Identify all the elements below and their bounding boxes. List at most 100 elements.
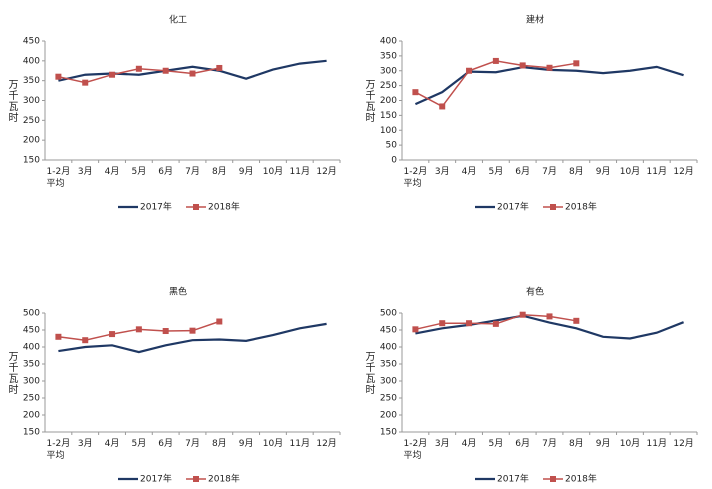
x-tick-label: 7月 <box>542 439 557 449</box>
x-tick-label: 11月 <box>289 439 310 449</box>
y-tick-label: 200 <box>380 96 397 106</box>
x-tick-label: 1-2月 平均 <box>403 439 428 461</box>
x-tick-label: 5月 <box>488 167 504 177</box>
y-tick-label: 150 <box>23 156 40 166</box>
marker <box>109 331 116 338</box>
marker <box>189 70 196 77</box>
legend-marker <box>550 204 556 210</box>
x-tick-label: 9月 <box>595 439 611 449</box>
marker <box>412 89 419 96</box>
x-tick-label: 8月 <box>211 439 227 449</box>
x-tick-label: 4月 <box>461 167 477 177</box>
x-tick-label: 10月 <box>262 167 284 177</box>
y-tick-label: 200 <box>380 411 397 421</box>
y-axis-title: 万千瓦时 <box>363 350 374 395</box>
marker <box>492 320 499 327</box>
legend-label: 2017年 <box>497 201 529 213</box>
y-tick-label: 350 <box>23 360 40 370</box>
x-tick-label: 8月 <box>568 167 584 177</box>
legend-marker <box>193 204 199 210</box>
y-tick-label: 250 <box>380 81 397 91</box>
x-tick-label: 10月 <box>619 439 641 449</box>
legend-label: 2017年 <box>497 473 529 485</box>
chart-title: 建材 <box>526 14 544 26</box>
x-tick-label: 11月 <box>289 167 310 177</box>
marker <box>573 317 580 324</box>
line-0 <box>414 65 684 106</box>
legend-label: 2018年 <box>208 473 240 485</box>
legend-marker <box>193 476 199 482</box>
marker <box>466 67 473 74</box>
legend-label: 2018年 <box>565 473 597 485</box>
x-tick-label: 7月 <box>542 167 557 177</box>
x-tick-label: 4月 <box>104 439 120 449</box>
y-tick-label: 400 <box>23 343 40 353</box>
chart-title: 有色 <box>526 286 544 298</box>
x-tick-label: 10月 <box>619 167 641 177</box>
y-axis-title: 万千瓦时 <box>6 78 17 123</box>
line-0 <box>58 59 327 82</box>
line-0 <box>415 314 684 340</box>
y-tick-label: 400 <box>23 56 40 66</box>
x-tick-label: 1-2月 平均 <box>403 167 428 189</box>
marker <box>216 318 223 325</box>
marker <box>216 64 223 71</box>
marker <box>162 328 169 335</box>
x-tick-label: 4月 <box>104 167 120 177</box>
marker <box>55 73 62 80</box>
marker <box>162 67 169 74</box>
marker <box>466 320 473 327</box>
legend-label: 2018年 <box>565 201 597 213</box>
y-tick-label: 100 <box>380 126 397 136</box>
y-axis-title: 万千瓦时 <box>363 78 374 123</box>
x-tick-label: 9月 <box>238 167 254 177</box>
y-tick-label: 200 <box>23 136 40 146</box>
legend-label: 2017年 <box>140 473 172 485</box>
x-tick-label: 6月 <box>158 167 174 177</box>
marker <box>439 320 446 327</box>
y-tick-label: 450 <box>23 326 40 336</box>
y-tick-label: 450 <box>380 326 397 336</box>
x-tick-label: 5月 <box>488 439 504 449</box>
x-tick-label: 8月 <box>568 439 584 449</box>
x-tick-label: 3月 <box>77 167 93 177</box>
y-tick-label: 250 <box>380 394 397 404</box>
x-tick-label: 1-2月 平均 <box>46 167 71 189</box>
y-tick-label: 300 <box>380 66 397 76</box>
x-tick-label: 12月 <box>316 167 337 177</box>
y-axis-title: 万千瓦时 <box>6 350 17 395</box>
y-tick-label: 150 <box>23 428 40 438</box>
x-tick-label: 3月 <box>434 167 450 177</box>
x-tick-label: 10月 <box>262 439 284 449</box>
y-tick-label: 500 <box>380 309 397 319</box>
x-tick-label: 12月 <box>673 167 694 177</box>
x-tick-label: 9月 <box>238 439 254 449</box>
marker <box>546 313 553 320</box>
marker <box>135 326 142 333</box>
legend-label: 2018年 <box>208 201 240 213</box>
x-tick-label: 11月 <box>646 167 667 177</box>
x-tick-label: 5月 <box>131 167 147 177</box>
y-tick-label: 350 <box>380 360 397 370</box>
x-tick-label: 7月 <box>185 167 200 177</box>
x-tick-label: 4月 <box>461 439 477 449</box>
y-tick-label: 400 <box>380 343 397 353</box>
y-tick-label: 300 <box>23 96 40 106</box>
x-tick-label: 12月 <box>316 439 337 449</box>
x-tick-label: 1-2月 平均 <box>46 439 71 461</box>
line-0 <box>58 322 327 354</box>
y-tick-label: 200 <box>23 411 40 421</box>
marker <box>573 60 580 67</box>
x-tick-label: 12月 <box>673 439 694 449</box>
y-tick-label: 300 <box>380 377 397 387</box>
x-tick-label: 9月 <box>595 167 611 177</box>
marker <box>82 79 89 86</box>
y-tick-label: 50 <box>386 141 398 151</box>
marker <box>519 62 526 69</box>
y-tick-label: 0 <box>391 156 397 166</box>
y-tick-label: 250 <box>23 116 40 126</box>
x-tick-label: 5月 <box>131 439 147 449</box>
marker <box>439 103 446 110</box>
